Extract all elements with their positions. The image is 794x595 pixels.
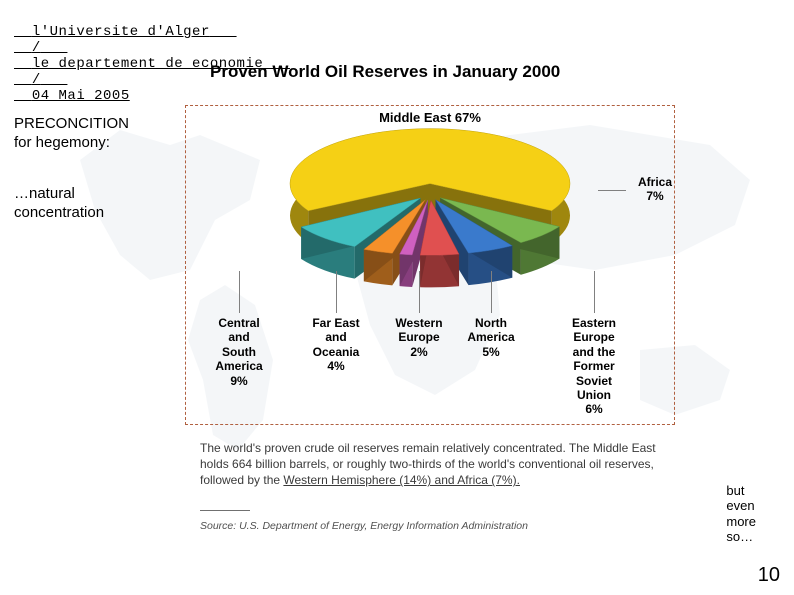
label-central-south-america: CentralandSouthAmerica9% — [204, 316, 274, 388]
chart-caption: The world's proven crude oil reserves re… — [200, 440, 660, 489]
right-note: but even more so… — [726, 483, 756, 545]
right-note-l4: so… — [726, 529, 756, 545]
chart-title: Proven World Oil Reserves in January 200… — [210, 62, 560, 82]
leader-eeu — [594, 271, 595, 313]
header-left: l'Universite d'Alger — [32, 24, 210, 40]
header-sep2: / — [32, 72, 41, 88]
page-number: 10 — [758, 564, 780, 587]
natural-l1: …natural — [14, 185, 104, 204]
exploded-pie-chart — [260, 112, 600, 312]
source-separator — [200, 510, 250, 511]
right-note-l2: even — [726, 498, 756, 514]
natural-l2: concentration — [14, 204, 104, 223]
label-western-europe: WesternEurope2% — [384, 316, 454, 359]
leader-nam — [491, 271, 492, 313]
label-north-america: NorthAmerica5% — [456, 316, 526, 359]
label-africa-name: Africa — [638, 176, 672, 190]
chart-source: Source: U.S. Department of Energy, Energ… — [200, 520, 528, 532]
leader-weu — [419, 271, 420, 313]
leader-csa — [239, 271, 240, 313]
label-eastern-europe-fsu: EasternEuropeand theFormerSovietUnion6% — [544, 316, 644, 417]
caption-text-underlined: Western Hemisphere (14%) and Africa (7%)… — [283, 473, 520, 487]
header-sep1: / — [32, 40, 41, 56]
label-far-east-oceania: Far EastandOceania4% — [296, 316, 376, 374]
leader-fea — [336, 271, 337, 313]
sidebar-natural: …natural concentration — [14, 185, 104, 223]
leader-africa — [598, 190, 626, 191]
label-africa-pct: 7% — [638, 190, 672, 204]
precondition-l2: for hegemony: — [14, 134, 129, 153]
chart-container: Middle East 67% Africa 7% CentralandSout… — [185, 105, 675, 425]
precondition-l1: PRECONCITION — [14, 115, 129, 134]
right-note-l3: more — [726, 514, 756, 530]
sidebar-precondition: PRECONCITION for hegemony: — [14, 115, 129, 153]
right-note-l1: but — [726, 483, 756, 499]
label-africa: Africa 7% — [638, 176, 672, 204]
